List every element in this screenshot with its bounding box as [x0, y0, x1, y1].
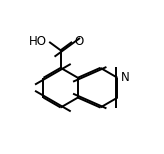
Text: O: O: [75, 35, 84, 48]
Text: HO: HO: [29, 35, 47, 48]
Text: N: N: [121, 71, 130, 84]
